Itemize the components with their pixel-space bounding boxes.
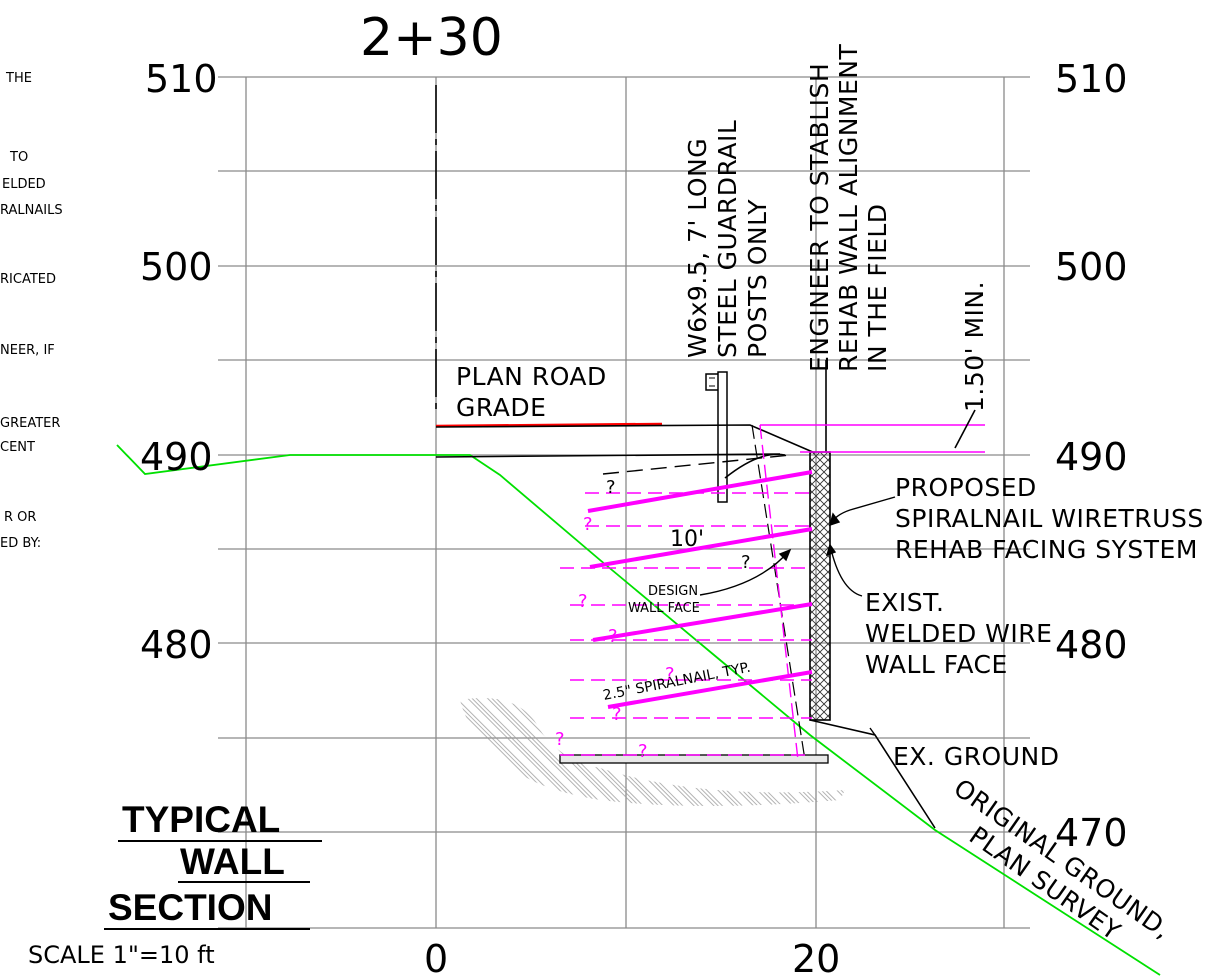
ex-ground-label: EX. GROUND: [893, 742, 1060, 771]
elev-right-480: 480: [1055, 623, 1128, 667]
original-ground-line: [116, 444, 1161, 976]
exist-wall-label-2: WELDED WIRE: [865, 619, 1052, 648]
elev-right-470: 470: [1055, 811, 1128, 855]
svg-text:?: ?: [606, 477, 616, 498]
design-wall-face-label-2: WALL FACE: [628, 601, 700, 616]
design-wall-face-label: DESIGN: [648, 584, 698, 599]
plan-road-grade-label: PLAN ROAD: [456, 362, 607, 391]
existing-road-base: [435, 453, 781, 458]
svg-text:W6x9.5, 7' LONG: W6x9.5, 7' LONG: [683, 138, 712, 358]
plan-road-grade-label-2: GRADE: [456, 393, 546, 422]
proposed-facing-label: PROPOSED: [895, 473, 1037, 502]
offset-0: 0: [424, 937, 448, 977]
title-wall: WALL: [180, 841, 285, 882]
svg-text:?: ?: [612, 704, 622, 725]
svg-text:IN THE FIELD: IN THE FIELD: [863, 203, 892, 372]
exist-wall-label-3: WALL FACE: [865, 650, 1008, 679]
proposed-facing-label-3: REHAB FACING SYSTEM: [895, 535, 1198, 564]
original-ground-label: ORIGINAL GROUND, PLAN SURVEY: [949, 773, 1177, 946]
svg-text:?: ?: [665, 664, 675, 685]
elev-right-510: 510: [1055, 57, 1128, 101]
elev-left-510: 510: [145, 57, 218, 101]
svg-text:RICATED: RICATED: [0, 272, 56, 287]
svg-text:NEER, IF: NEER, IF: [0, 343, 55, 358]
svg-text:ELDED: ELDED: [2, 177, 46, 192]
elev-right-500: 500: [1055, 245, 1128, 289]
svg-text:?: ?: [555, 729, 565, 750]
road-slope: [724, 453, 786, 479]
existing-road-surface: [435, 424, 816, 454]
svg-text:?: ?: [638, 741, 648, 762]
svg-text:?: ?: [741, 552, 751, 573]
leaders: [699, 496, 896, 736]
elev-right-490: 490: [1055, 435, 1128, 479]
spiralnail-wiretruss-facing: [809, 451, 831, 721]
scale-label: SCALE 1"=10 ft: [28, 941, 215, 969]
road-edge-dashed: [602, 454, 791, 475]
engineer-callout: ENGINEER TO STABLISH REHAB WALL ALIGNMEN…: [805, 44, 892, 372]
wall-footing: [559, 754, 829, 764]
general-notes: THE TO ELDED RALNAILS RICATED NEER, IF G…: [0, 71, 63, 551]
soil-hatch: [460, 698, 845, 806]
proposed-facing-label-2: SPIRALNAIL WIRETRUSS: [895, 504, 1204, 533]
svg-text:ED BY:: ED BY:: [0, 536, 41, 551]
guardrail-callout: W6x9.5, 7' LONG STEEL GUARDRAIL POSTS ON…: [683, 120, 772, 358]
svg-text:STEEL GUARDRAIL: STEEL GUARDRAIL: [713, 120, 742, 358]
min-clearance-label: 1.50' MIN.: [960, 281, 989, 412]
elev-left-480: 480: [140, 623, 213, 667]
existing-ground-line: [809, 719, 936, 829]
svg-text:POSTS ONLY: POSTS ONLY: [743, 199, 772, 358]
svg-text:TO: TO: [9, 150, 28, 165]
svg-text:ENGINEER TO STABLISH: ENGINEER TO STABLISH: [805, 63, 834, 372]
svg-text:R OR: R OR: [4, 510, 36, 525]
spiral-nails: [587, 470, 813, 709]
svg-text:REHAB WALL ALIGNMENT: REHAB WALL ALIGNMENT: [834, 44, 863, 372]
elev-left-500: 500: [140, 245, 213, 289]
elev-left-490: 490: [140, 435, 213, 479]
svg-text:CENT: CENT: [0, 440, 35, 455]
svg-text:GREATER: GREATER: [0, 416, 60, 431]
plan-road-grade: [435, 422, 663, 428]
ten-ft-label: 10': [670, 527, 704, 552]
svg-text:?: ?: [578, 591, 588, 612]
clearance-dim-tick: [954, 409, 976, 449]
title-block: TYPICAL WALL SECTION SCALE 1"=10 ft: [28, 799, 322, 969]
exist-wall-label: EXIST.: [865, 588, 944, 617]
svg-text:?: ?: [608, 626, 618, 647]
question-marks: ? ? ? ? ? ? ? ? ?: [555, 477, 751, 762]
svg-text:RALNAILS: RALNAILS: [0, 203, 63, 218]
station-label: 2+30: [360, 8, 503, 68]
title-section: SECTION: [108, 887, 272, 928]
svg-text:?: ?: [583, 514, 593, 535]
guardrail-post: [705, 371, 728, 503]
svg-text:ORIGINAL GROUND,: ORIGINAL GROUND,: [949, 773, 1177, 944]
svg-text:THE: THE: [5, 71, 32, 86]
title-typical: TYPICAL: [122, 799, 280, 840]
exist-wall-face-dashed: [759, 424, 799, 761]
offset-20: 20: [792, 937, 840, 977]
spiralnail-label: 2.5" SPIRALNAIL, TYP.: [602, 660, 752, 704]
